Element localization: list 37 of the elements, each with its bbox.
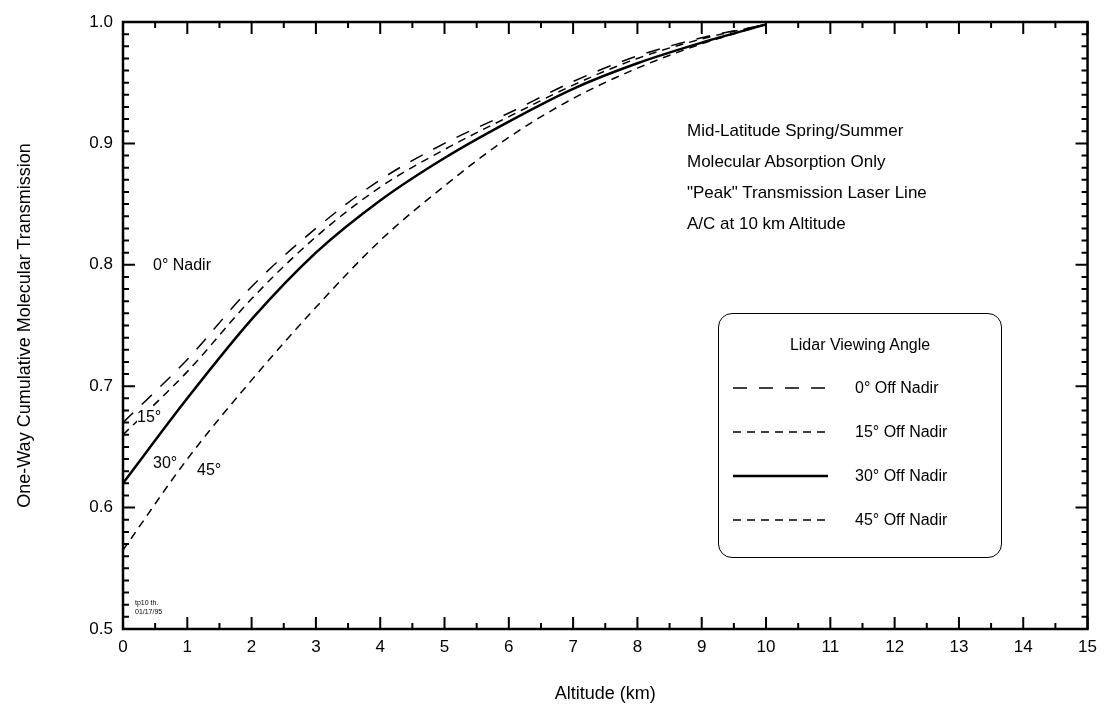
x-axis-title: Altitude (km) (554, 683, 656, 704)
annotation: 0° Nadir (153, 256, 211, 273)
x-tick-label: 4 (375, 636, 385, 656)
x-tick-label: 11 (821, 636, 840, 656)
x-tick-label: 13 (949, 636, 969, 656)
x-tick-label: 6 (504, 636, 514, 656)
x-tick-label: 5 (439, 636, 450, 656)
annotation: 45° (197, 461, 222, 478)
y-tick-label: 0.8 (89, 254, 113, 274)
annotation: Molecular Absorption Only (687, 151, 887, 173)
x-tick-label: 8 (632, 636, 643, 656)
y-tick-label: 0.7 (89, 375, 113, 395)
text: 45° Off Nadir (855, 511, 948, 529)
x-tick-label: 15 (1078, 636, 1098, 656)
x-tick-label: 0 (118, 636, 128, 656)
legend-title: Lidar Viewing Angle (788, 336, 932, 354)
y-axis-title: One-Way Cumulative Molecular Transmission (13, 143, 34, 508)
x-tick-label: 3 (311, 636, 321, 656)
annotation: 30° (153, 454, 178, 471)
y-tick-label: 0.6 (89, 497, 113, 517)
y-tick-label: 0.5 (89, 618, 113, 638)
text: 0° Off Nadir (855, 379, 939, 397)
x-tick-label: 1 (182, 636, 193, 656)
annotation: "Peak" Transmission Laser Line (687, 182, 927, 204)
annotation: Mid-Latitude Spring/Summer (687, 120, 905, 142)
x-tick-label: 10 (756, 636, 776, 656)
x-tick-label: 12 (885, 636, 905, 656)
annotation: A/C at 10 km Altitude (687, 213, 847, 235)
x-tick-label: 9 (696, 636, 707, 656)
y-tick-label: 0.9 (89, 133, 113, 153)
text: 30° Off Nadir (855, 467, 948, 485)
text: 15° Off Nadir (855, 423, 948, 441)
x-tick-label: 14 (1013, 636, 1033, 656)
annotation: 15° (137, 408, 162, 425)
x-tick-label: 2 (246, 636, 257, 656)
y-tick-label: 1.0 (89, 11, 113, 31)
x-tick-label: 7 (568, 636, 578, 656)
